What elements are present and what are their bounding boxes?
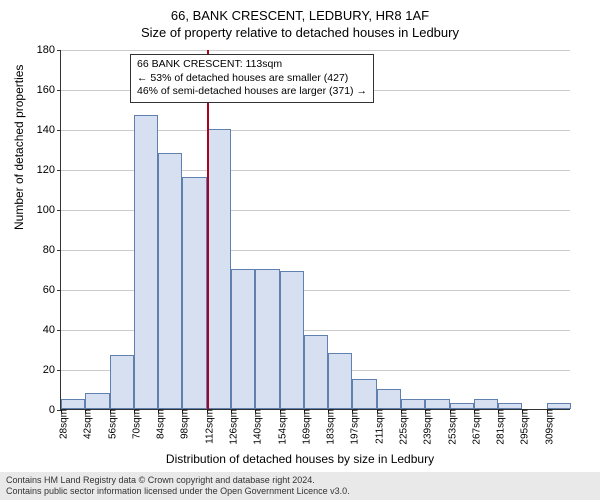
histogram-bar [85,393,109,409]
histogram-bar [280,271,304,409]
x-tick-label: 211sqm [368,409,385,444]
x-tick-label: 140sqm [247,409,264,445]
plot: 02040608010012014016018028sqm42sqm56sqm7… [60,50,570,410]
y-tick-label: 140 [37,124,61,136]
chart-subtitle: Size of property relative to detached ho… [0,23,600,40]
chart-container: 66, BANK CRESCENT, LEDBURY, HR8 1AF Size… [0,0,600,500]
plot-area: 02040608010012014016018028sqm42sqm56sqm7… [60,50,570,410]
x-tick-label: 70sqm [125,409,142,439]
x-tick-label: 281sqm [490,409,507,445]
annotation-line: 66 BANK CRESCENT: 113sqm [137,58,367,72]
y-tick-label: 120 [37,164,61,176]
histogram-bar [110,355,134,409]
y-tick-label: 160 [37,84,61,96]
x-tick-label: 253sqm [441,409,458,445]
x-tick-label: 197sqm [344,409,361,445]
y-tick-label: 40 [43,324,61,336]
histogram-bar [401,399,425,409]
histogram-bar [255,269,279,409]
histogram-bar [352,379,376,409]
x-tick-label: 239sqm [417,409,434,445]
x-tick-label: 309sqm [538,409,555,445]
y-tick-label: 60 [43,284,61,296]
x-tick-label: 42sqm [77,409,94,439]
x-tick-label: 183sqm [320,409,337,445]
annotation-line: ← 53% of detached houses are smaller (42… [137,72,367,86]
x-tick-label: 98sqm [174,409,191,439]
histogram-bar [61,399,85,409]
histogram-bar [134,115,158,409]
y-tick-label: 100 [37,204,61,216]
grid-line [61,50,570,51]
histogram-bar [425,399,449,409]
histogram-bar [207,129,231,409]
histogram-bar [158,153,182,409]
annotation-box: 66 BANK CRESCENT: 113sqm ← 53% of detach… [130,54,374,103]
x-tick-label: 267sqm [465,409,482,445]
y-tick-label: 20 [43,364,61,376]
histogram-bar [182,177,206,409]
footer: Contains HM Land Registry data © Crown c… [0,472,600,500]
x-tick-label: 169sqm [295,409,312,445]
histogram-bar [304,335,328,409]
x-tick-label: 28sqm [53,409,70,439]
y-tick-label: 180 [37,44,61,56]
y-tick-label: 80 [43,244,61,256]
histogram-bar [328,353,352,409]
x-tick-label: 295sqm [514,409,531,445]
footer-line: Contains HM Land Registry data © Crown c… [6,475,594,486]
x-tick-label: 112sqm [198,409,215,444]
annotation-line: 46% of semi-detached houses are larger (… [137,85,367,99]
x-tick-label: 56sqm [101,409,118,439]
y-axis-label: Number of detached properties [12,65,26,230]
x-tick-label: 225sqm [393,409,410,445]
histogram-bar [231,269,255,409]
x-axis-label: Distribution of detached houses by size … [0,452,600,466]
x-tick-label: 84sqm [150,409,167,439]
footer-line: Contains public sector information licen… [6,486,594,497]
histogram-bar [377,389,401,409]
histogram-bar [474,399,498,409]
chart-title: 66, BANK CRESCENT, LEDBURY, HR8 1AF [0,0,600,23]
x-tick-label: 126sqm [223,409,240,445]
reference-line [207,50,209,409]
x-tick-label: 154sqm [271,409,288,445]
